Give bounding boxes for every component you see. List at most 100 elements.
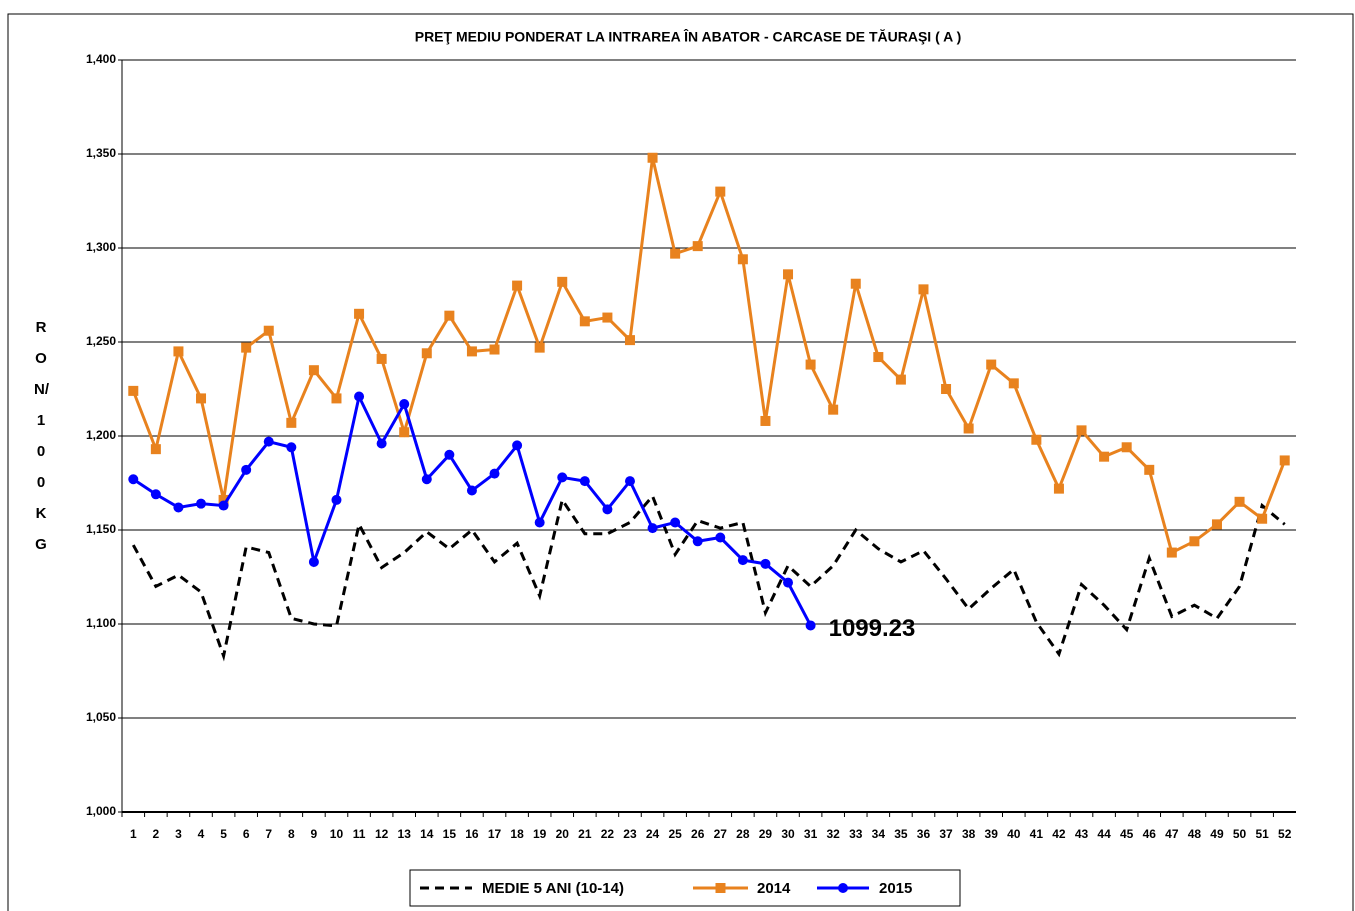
point — [670, 248, 681, 259]
x-tick-label: 20 — [556, 827, 570, 841]
point — [444, 449, 455, 460]
x-tick-label: 14 — [420, 827, 434, 841]
x-tick-label: 4 — [198, 827, 205, 841]
point — [308, 556, 319, 567]
x-tick-label: 9 — [311, 827, 318, 841]
x-tick-label: 12 — [375, 827, 389, 841]
point — [1234, 496, 1245, 507]
point — [647, 523, 658, 534]
point — [489, 344, 500, 355]
x-tick-label: 50 — [1233, 827, 1247, 841]
point — [241, 342, 252, 353]
point — [1189, 536, 1200, 547]
x-tick-label: 36 — [917, 827, 931, 841]
point — [783, 269, 794, 280]
point — [308, 365, 319, 376]
x-tick-label: 45 — [1120, 827, 1134, 841]
point — [579, 316, 590, 327]
x-tick-label: 26 — [691, 827, 705, 841]
point — [760, 415, 771, 426]
point — [986, 359, 997, 370]
point — [1053, 483, 1064, 494]
x-tick-label: 31 — [804, 827, 818, 841]
point — [1257, 513, 1268, 524]
point — [828, 404, 839, 415]
y-tick-label: 1,400 — [86, 52, 116, 66]
x-tick-label: 7 — [265, 827, 272, 841]
point — [557, 276, 568, 287]
legend-label: 2014 — [757, 880, 791, 897]
point — [1211, 519, 1222, 530]
x-tick-label: 13 — [398, 827, 412, 841]
point — [1008, 378, 1019, 389]
x-tick-label: 25 — [668, 827, 682, 841]
y-tick-label: 1,350 — [86, 146, 116, 160]
point — [1031, 434, 1042, 445]
point — [534, 342, 545, 353]
series-line — [131, 493, 1286, 662]
y-tick-label: 1,200 — [86, 428, 116, 442]
point — [783, 577, 794, 588]
point — [128, 474, 139, 485]
point — [602, 312, 613, 323]
x-tick-label: 22 — [601, 827, 615, 841]
point — [263, 436, 274, 447]
x-tick-label: 38 — [962, 827, 976, 841]
x-tick-label: 49 — [1210, 827, 1224, 841]
x-tick-label: 29 — [759, 827, 773, 841]
point — [647, 152, 658, 163]
point — [557, 472, 568, 483]
point — [331, 494, 342, 505]
point — [376, 353, 387, 364]
x-tick-label: 39 — [985, 827, 999, 841]
x-tick-label: 24 — [646, 827, 660, 841]
y-tick-label: 1,000 — [86, 804, 116, 818]
x-tick-label: 33 — [849, 827, 863, 841]
y-tick-label: 1,100 — [86, 616, 116, 630]
x-tick-label: 16 — [465, 827, 479, 841]
y-tick-label: 1,250 — [86, 334, 116, 348]
x-tick-label: 21 — [578, 827, 592, 841]
point — [737, 254, 748, 265]
series-line — [131, 157, 1287, 555]
point — [534, 517, 545, 528]
point — [670, 517, 681, 528]
point — [421, 348, 432, 359]
point — [715, 532, 726, 543]
point — [196, 393, 207, 404]
point — [624, 335, 635, 346]
point — [805, 620, 816, 631]
legend-label: 2015 — [879, 880, 912, 897]
x-tick-label: 52 — [1278, 827, 1292, 841]
point — [1144, 464, 1155, 475]
x-tick-label: 3 — [175, 827, 182, 841]
x-tick-label: 1 — [130, 827, 137, 841]
point — [399, 427, 410, 438]
x-tick-label: 19 — [533, 827, 547, 841]
point — [873, 352, 884, 363]
chart-border — [7, 13, 1354, 911]
point — [1279, 455, 1290, 466]
chart-title: PREŢ MEDIU PONDERAT LA INTRAREA ÎN ABATO… — [415, 28, 962, 45]
point — [737, 555, 748, 566]
point — [173, 502, 184, 513]
point — [895, 374, 906, 385]
legend-label: MEDIE 5 ANI (10-14) — [482, 880, 624, 897]
point — [692, 536, 703, 547]
x-tick-label: 8 — [288, 827, 295, 841]
point — [354, 391, 365, 402]
point — [218, 500, 229, 511]
x-tick-label: 46 — [1143, 827, 1157, 841]
point — [444, 310, 455, 321]
point — [331, 393, 342, 404]
point — [286, 417, 297, 428]
point — [286, 442, 297, 453]
point — [421, 474, 432, 485]
end-value-label: 1099.23 — [829, 615, 916, 642]
point — [941, 384, 952, 394]
point — [399, 399, 410, 410]
x-tick-label: 48 — [1188, 827, 1202, 841]
point — [602, 504, 613, 515]
x-tick-label: 51 — [1255, 827, 1269, 841]
